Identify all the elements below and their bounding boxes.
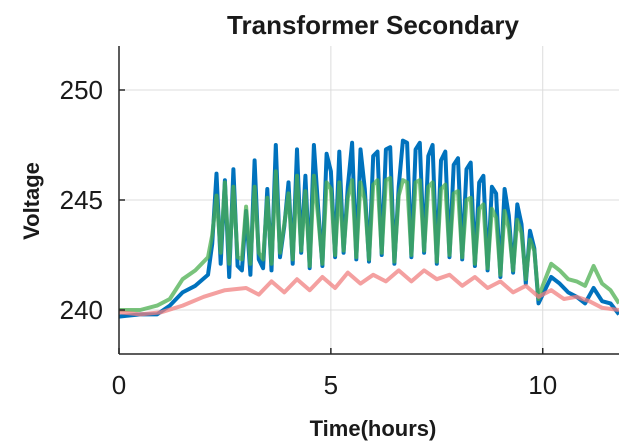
- series-line-2: [118, 268, 619, 317]
- y-tick-label: 245: [60, 185, 103, 215]
- tick-labels: 0 5 10 240 245 250: [60, 75, 558, 400]
- axes: [118, 46, 619, 355]
- series-lines: [118, 138, 619, 319]
- y-axis-label: Voltage: [19, 162, 44, 240]
- x-tick-label: 10: [528, 370, 557, 400]
- chart-title: Transformer Secondary: [227, 10, 519, 40]
- x-tick-label: 5: [324, 370, 338, 400]
- x-tick-label: 0: [112, 370, 126, 400]
- series-line-3: [119, 169, 619, 312]
- y-tick-label: 250: [60, 75, 103, 105]
- x-axis-label: Time(hours): [310, 416, 437, 441]
- grid-lines: [118, 46, 619, 354]
- y-tick-label: 240: [60, 295, 103, 325]
